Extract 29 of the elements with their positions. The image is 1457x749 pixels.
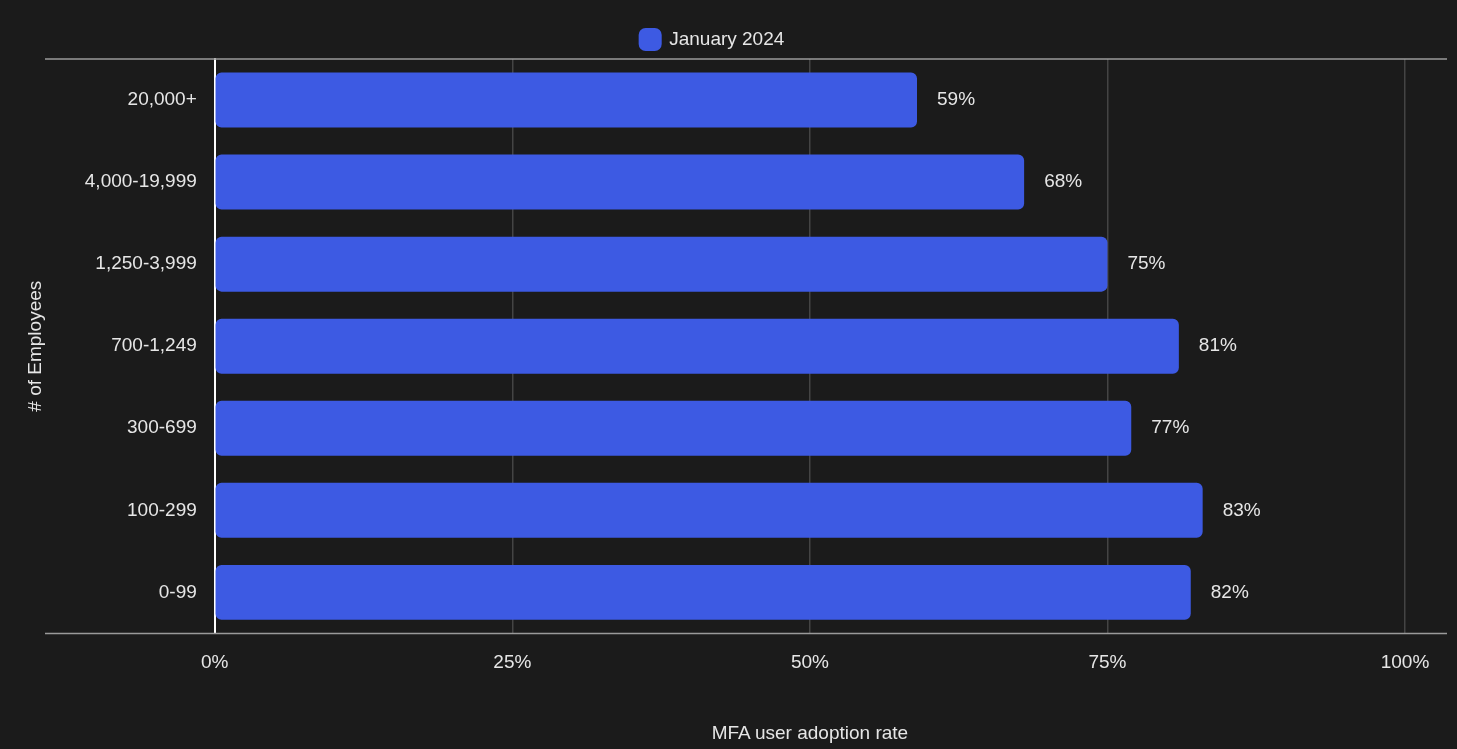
bar [215, 564, 1191, 620]
x-tick-label: 25% [493, 651, 532, 673]
y-tick-label: 1,250-3,999 [95, 252, 197, 274]
text: 77% [1151, 416, 1190, 438]
y-tick-label: 700-1,249 [111, 334, 197, 356]
x-tick-label: 100% [1380, 651, 1430, 673]
x-tick-label: 50% [790, 651, 830, 673]
text: 68% [1044, 170, 1083, 192]
y-tick-label: 20,000+ [127, 88, 197, 110]
x-axis-title: MFA user adoption rate [711, 721, 909, 743]
x-tick-label: 75% [1088, 651, 1127, 673]
y-tick-label: 300-699 [127, 416, 197, 438]
text: 82% [1210, 580, 1249, 602]
bar [215, 154, 1025, 210]
y-axis-title: # of Employees [23, 280, 45, 412]
text: 81% [1198, 334, 1237, 356]
text: 59% [937, 88, 976, 110]
bar [215, 318, 1179, 374]
y-tick-label: 4,000-19,999 [84, 170, 197, 192]
y-tick-label: 0-99 [158, 580, 197, 602]
x-tick-label: 0% [201, 651, 229, 673]
text: 83% [1222, 498, 1261, 520]
bar [215, 72, 918, 128]
y-tick-label: 100-299 [127, 498, 197, 520]
bar [215, 236, 1108, 292]
legend-label: January 2024 [669, 27, 785, 49]
bar [215, 400, 1132, 456]
bar [215, 482, 1203, 538]
text: 75% [1127, 252, 1166, 274]
